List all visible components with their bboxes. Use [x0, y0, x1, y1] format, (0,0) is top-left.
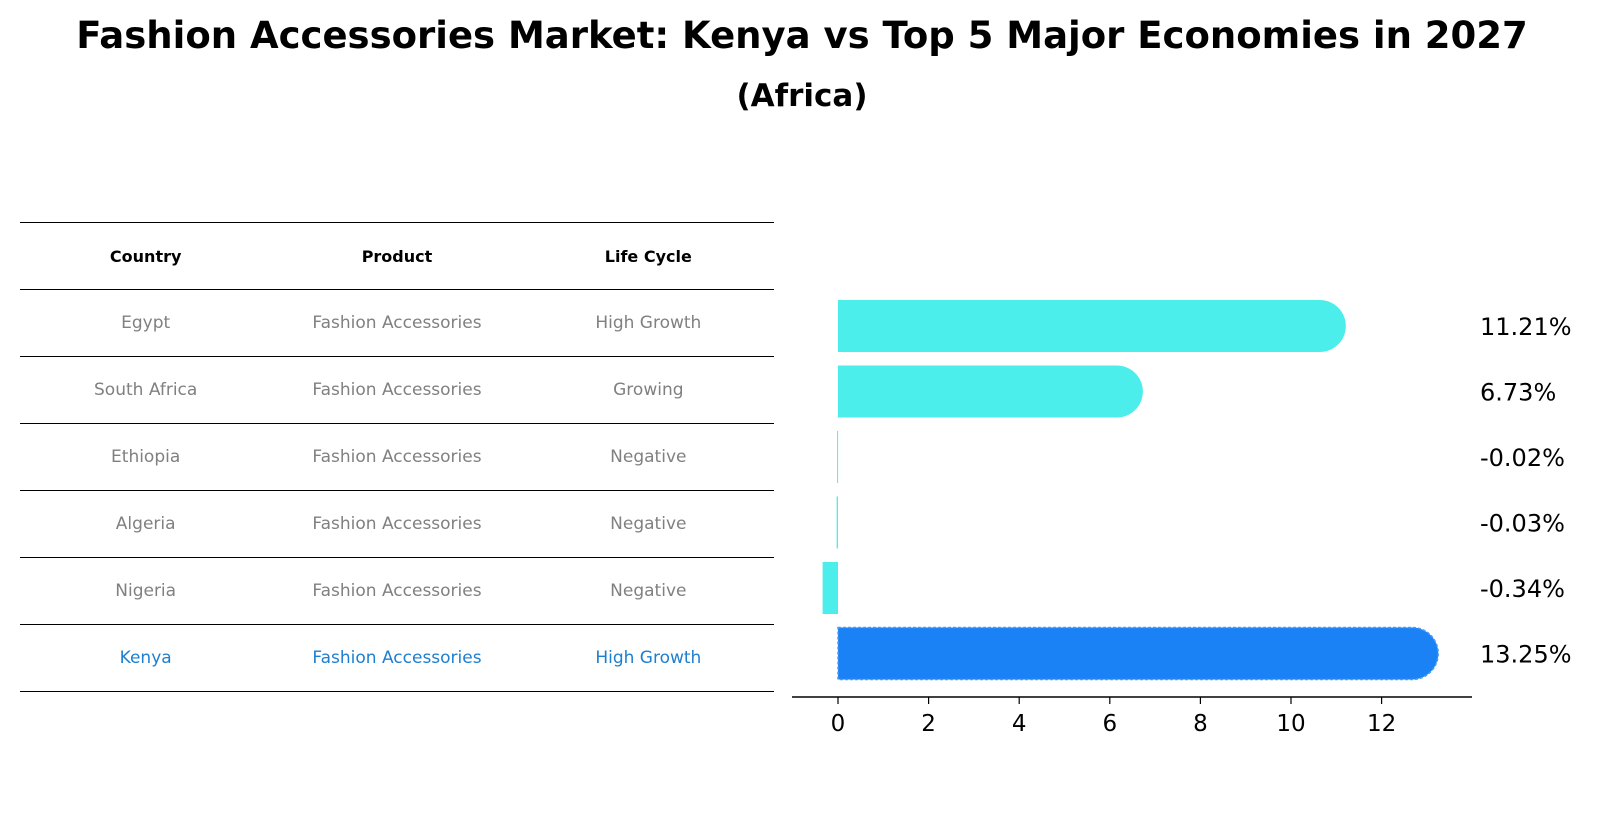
- cell-life-cycle: Growing: [613, 380, 684, 400]
- chart-subtitle: (Africa): [736, 78, 868, 114]
- bar-nigeria: [822, 562, 838, 614]
- value-label-ethiopia: -0.02%: [1480, 444, 1565, 472]
- cell-country: Nigeria: [115, 581, 177, 601]
- cell-product: Fashion Accessories: [312, 648, 482, 668]
- bar-algeria: [836, 496, 838, 549]
- cell-product: Fashion Accessories: [312, 447, 482, 467]
- x-tick-label: 12: [1367, 711, 1396, 737]
- header-country: Country: [109, 246, 182, 266]
- cell-product: Fashion Accessories: [312, 313, 482, 333]
- table-row: Ethiopia Fashion Accessories Negative: [20, 423, 774, 490]
- value-label-kenya: 13.25%: [1480, 641, 1572, 669]
- cell-product: Fashion Accessories: [312, 514, 482, 534]
- header-product: Product: [361, 246, 433, 266]
- x-tick-label: 10: [1276, 711, 1305, 737]
- table-row-highlighted: Kenya Fashion Accessories High Growth: [20, 624, 774, 692]
- x-axis: 0 2 4 6 8 10 12: [792, 696, 1472, 737]
- cell-life-cycle: Negative: [610, 581, 687, 601]
- bar-south-africa: [838, 365, 1143, 418]
- cell-country: South Africa: [94, 380, 198, 400]
- table-header-row: Country Product Life Cycle: [20, 222, 774, 289]
- value-label-algeria: -0.03%: [1480, 510, 1565, 538]
- value-label-south-africa: 6.73%: [1480, 379, 1556, 407]
- cell-life-cycle: High Growth: [595, 313, 702, 333]
- cell-country: Ethiopia: [111, 447, 181, 467]
- value-label-nigeria: -0.34%: [1480, 575, 1565, 603]
- x-tick-label: 4: [1012, 711, 1027, 737]
- table-row: South Africa Fashion Accessories Growing: [20, 356, 774, 423]
- x-tick-label: 6: [1102, 711, 1117, 737]
- comparison-table: Country Product Life Cycle Egypt Fashion…: [20, 222, 774, 692]
- cell-life-cycle: High Growth: [595, 648, 702, 668]
- x-tick-label: 0: [831, 711, 846, 737]
- bar-ethiopia: [837, 431, 839, 483]
- bar-kenya: [837, 626, 1439, 681]
- cell-product: Fashion Accessories: [312, 380, 482, 400]
- chart-title: Fashion Accessories Market: Kenya vs Top…: [76, 14, 1528, 57]
- bar-egypt: [838, 300, 1346, 352]
- table-row: Egypt Fashion Accessories High Growth: [20, 289, 774, 356]
- cell-country: Kenya: [119, 648, 172, 668]
- bars-layer: [822, 300, 1439, 681]
- table-row: Nigeria Fashion Accessories Negative: [20, 557, 774, 624]
- x-tick-label: 2: [921, 711, 936, 737]
- header-life-cycle: Life Cycle: [604, 246, 692, 266]
- cell-country: Egypt: [121, 313, 171, 333]
- table-row: Algeria Fashion Accessories Negative: [20, 490, 774, 557]
- cell-life-cycle: Negative: [610, 447, 687, 467]
- x-tick-label: 8: [1193, 711, 1208, 737]
- value-label-egypt: 11.21%: [1480, 313, 1572, 341]
- cell-country: Algeria: [115, 514, 176, 534]
- value-labels: 11.21% 6.73% -0.02% -0.03% -0.34% 13.25%: [1480, 313, 1572, 669]
- cell-life-cycle: Negative: [610, 514, 687, 534]
- cell-product: Fashion Accessories: [312, 581, 482, 601]
